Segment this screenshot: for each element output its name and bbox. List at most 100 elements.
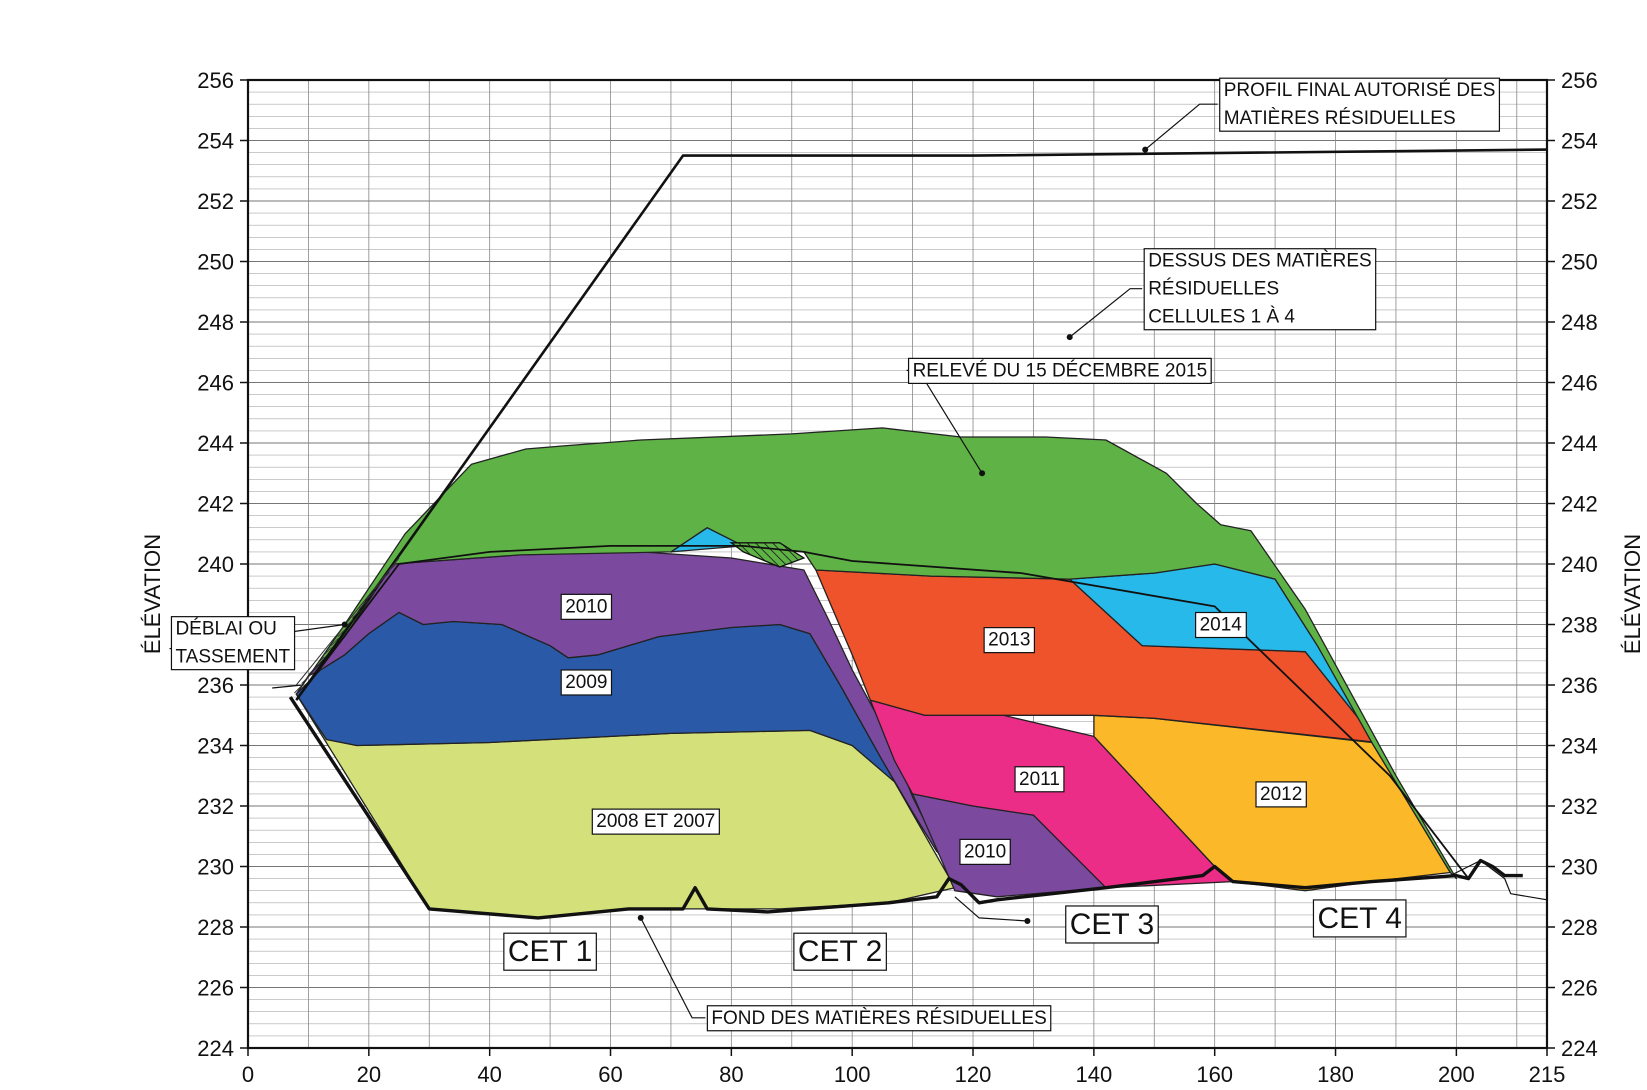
zone-label-box	[560, 593, 613, 620]
zone-label: 2010	[560, 593, 613, 620]
y-axis-title-right: ÉLÉVATION	[1620, 534, 1645, 654]
deblai-hatch	[337, 628, 347, 638]
cet-label-box	[793, 932, 887, 971]
line-profil-final	[295, 148, 1548, 701]
zone-label: 2011	[1014, 766, 1065, 793]
callout-dot	[637, 914, 644, 921]
y-tick-label-left: 248	[197, 310, 234, 335]
cet-label-box	[1312, 899, 1407, 938]
cet-label-box	[1065, 905, 1159, 944]
callout-text: CELLULES 1 À 4	[1148, 307, 1295, 328]
zone-label-text: 2011	[1019, 769, 1060, 790]
callout-text: FOND DES MATIÈRES RÉSIDUELLES	[711, 1008, 1046, 1029]
callout: DESSUS DES MATIÈRES RÉSIDUELLES CELLULES 1…	[1143, 248, 1377, 331]
callout-text: DESSUS DES MATIÈRES	[1148, 251, 1371, 272]
deblai-hatch	[301, 675, 310, 684]
y-tick-label-left: 254	[197, 129, 234, 154]
deblai-hatch	[323, 647, 332, 656]
zone-label-box	[1255, 781, 1307, 808]
deblai-hatch	[359, 600, 368, 609]
callout-leader	[1144, 103, 1218, 151]
x-tick-label: 80	[719, 1062, 743, 1087]
line-ground-left	[272, 684, 303, 689]
callout: RELEVÉ DU 15 DÉCEMBRE 2015	[907, 357, 1212, 384]
y-tick-label-left: 252	[197, 189, 234, 214]
line-dessus-cellules	[295, 545, 1470, 880]
callout-text: PROFIL FINAL AUTORISÉ DES	[1224, 80, 1496, 101]
deblai-hatch	[308, 665, 318, 675]
x-tick-label: 200	[1438, 1062, 1475, 1087]
deblai-hatch	[315, 656, 325, 666]
x-tick-label: 120	[955, 1062, 992, 1087]
y-tick-label-right: 236	[1561, 673, 1598, 698]
y-tick-label-right: 226	[1561, 976, 1598, 1001]
y-tick-label-left: 226	[197, 976, 234, 1001]
callout-text: TASSEMENT	[175, 647, 290, 668]
callout-text: MATIÈRES RÉSIDUELLES	[1224, 108, 1456, 129]
callout-leader	[640, 917, 706, 1019]
y-tick-label-right: 246	[1561, 371, 1598, 396]
zone-label-box	[983, 627, 1036, 654]
cet-label-text: CET 4	[1317, 902, 1401, 935]
y-tick-label-left: 250	[197, 250, 234, 275]
callout-box	[1143, 248, 1377, 331]
callout-box	[706, 1005, 1052, 1032]
y-tick-label-left: 256	[197, 68, 234, 93]
y-tick-label-left: 246	[197, 371, 234, 396]
callout-dot	[1066, 334, 1073, 341]
callout-dot	[341, 621, 348, 628]
cet-label: CET 3	[1065, 905, 1159, 944]
callout-dot	[979, 470, 986, 477]
zone-label-text: 2009	[565, 672, 607, 693]
y-tick-label-right: 254	[1561, 129, 1598, 154]
callout-leader	[1069, 288, 1143, 338]
y-tick-label-left: 224	[197, 1036, 234, 1061]
callout-dot	[1142, 146, 1149, 153]
x-tick-label: 160	[1196, 1062, 1233, 1087]
cet-label: CET 4	[1312, 899, 1407, 938]
y-tick-label-right: 248	[1561, 310, 1598, 335]
profile-lines	[272, 148, 1548, 920]
zone-label-text: 2010	[565, 596, 607, 617]
zone-label: 2010	[959, 838, 1011, 865]
zone-label-box	[560, 669, 613, 696]
deblai-hatch	[366, 590, 376, 600]
cet-label-text: CET 2	[798, 935, 882, 968]
deblai-hatch	[373, 581, 383, 591]
y-tick-label-left: 240	[197, 552, 234, 577]
x-tick-label: 20	[357, 1062, 381, 1087]
callout-text: RELEVÉ DU 15 DÉCEMBRE 2015	[913, 360, 1208, 381]
deblai-hatch	[381, 572, 390, 581]
callout-text: RÉSIDUELLES	[1148, 279, 1279, 300]
y-tick-label-left: 232	[197, 794, 234, 819]
y-tick-label-left: 230	[197, 855, 234, 880]
callout: FOND DES MATIÈRES RÉSIDUELLES	[706, 1005, 1052, 1032]
callout-box	[907, 357, 1212, 384]
zone-label-text: 2013	[988, 630, 1030, 651]
y-tick-label-right: 224	[1561, 1036, 1598, 1061]
callout: DÉBLAI OU TASSEMENT	[170, 616, 296, 671]
callout-text: DÉBLAI OU	[175, 619, 276, 640]
line-ground-right	[1450, 859, 1548, 901]
zone-label: 2013	[983, 627, 1036, 654]
y-tick-label-left: 234	[197, 734, 234, 759]
labels: 2010 2009 2008 ET 2007 2013 2014 2011 2012 2010…	[169, 77, 1501, 1032]
y-tick-label-right: 234	[1561, 734, 1598, 759]
y-tick-label-right: 252	[1561, 189, 1598, 214]
deblai-edge	[295, 557, 400, 686]
zone-label: 2014	[1194, 611, 1247, 639]
x-tick-label: 140	[1076, 1062, 1113, 1087]
y-tick-label-right: 250	[1561, 250, 1598, 275]
y-tick-label-left: 244	[197, 431, 234, 456]
y-tick-label-right: 244	[1561, 431, 1598, 456]
zone-label-text: 2008 ET 2007	[596, 811, 715, 832]
y-tick-label-right: 232	[1561, 794, 1598, 819]
y-tick-label-right: 228	[1561, 915, 1598, 940]
zone-label-text: 2014	[1200, 615, 1243, 636]
cet-label: CET 2	[793, 932, 887, 971]
y-tick-label-left: 236	[197, 673, 234, 698]
cet-label-text: CET 1	[508, 935, 592, 968]
zone-label-box	[959, 838, 1011, 865]
x-tick-label: 100	[834, 1062, 871, 1087]
x-tick-label: 0	[242, 1062, 254, 1087]
